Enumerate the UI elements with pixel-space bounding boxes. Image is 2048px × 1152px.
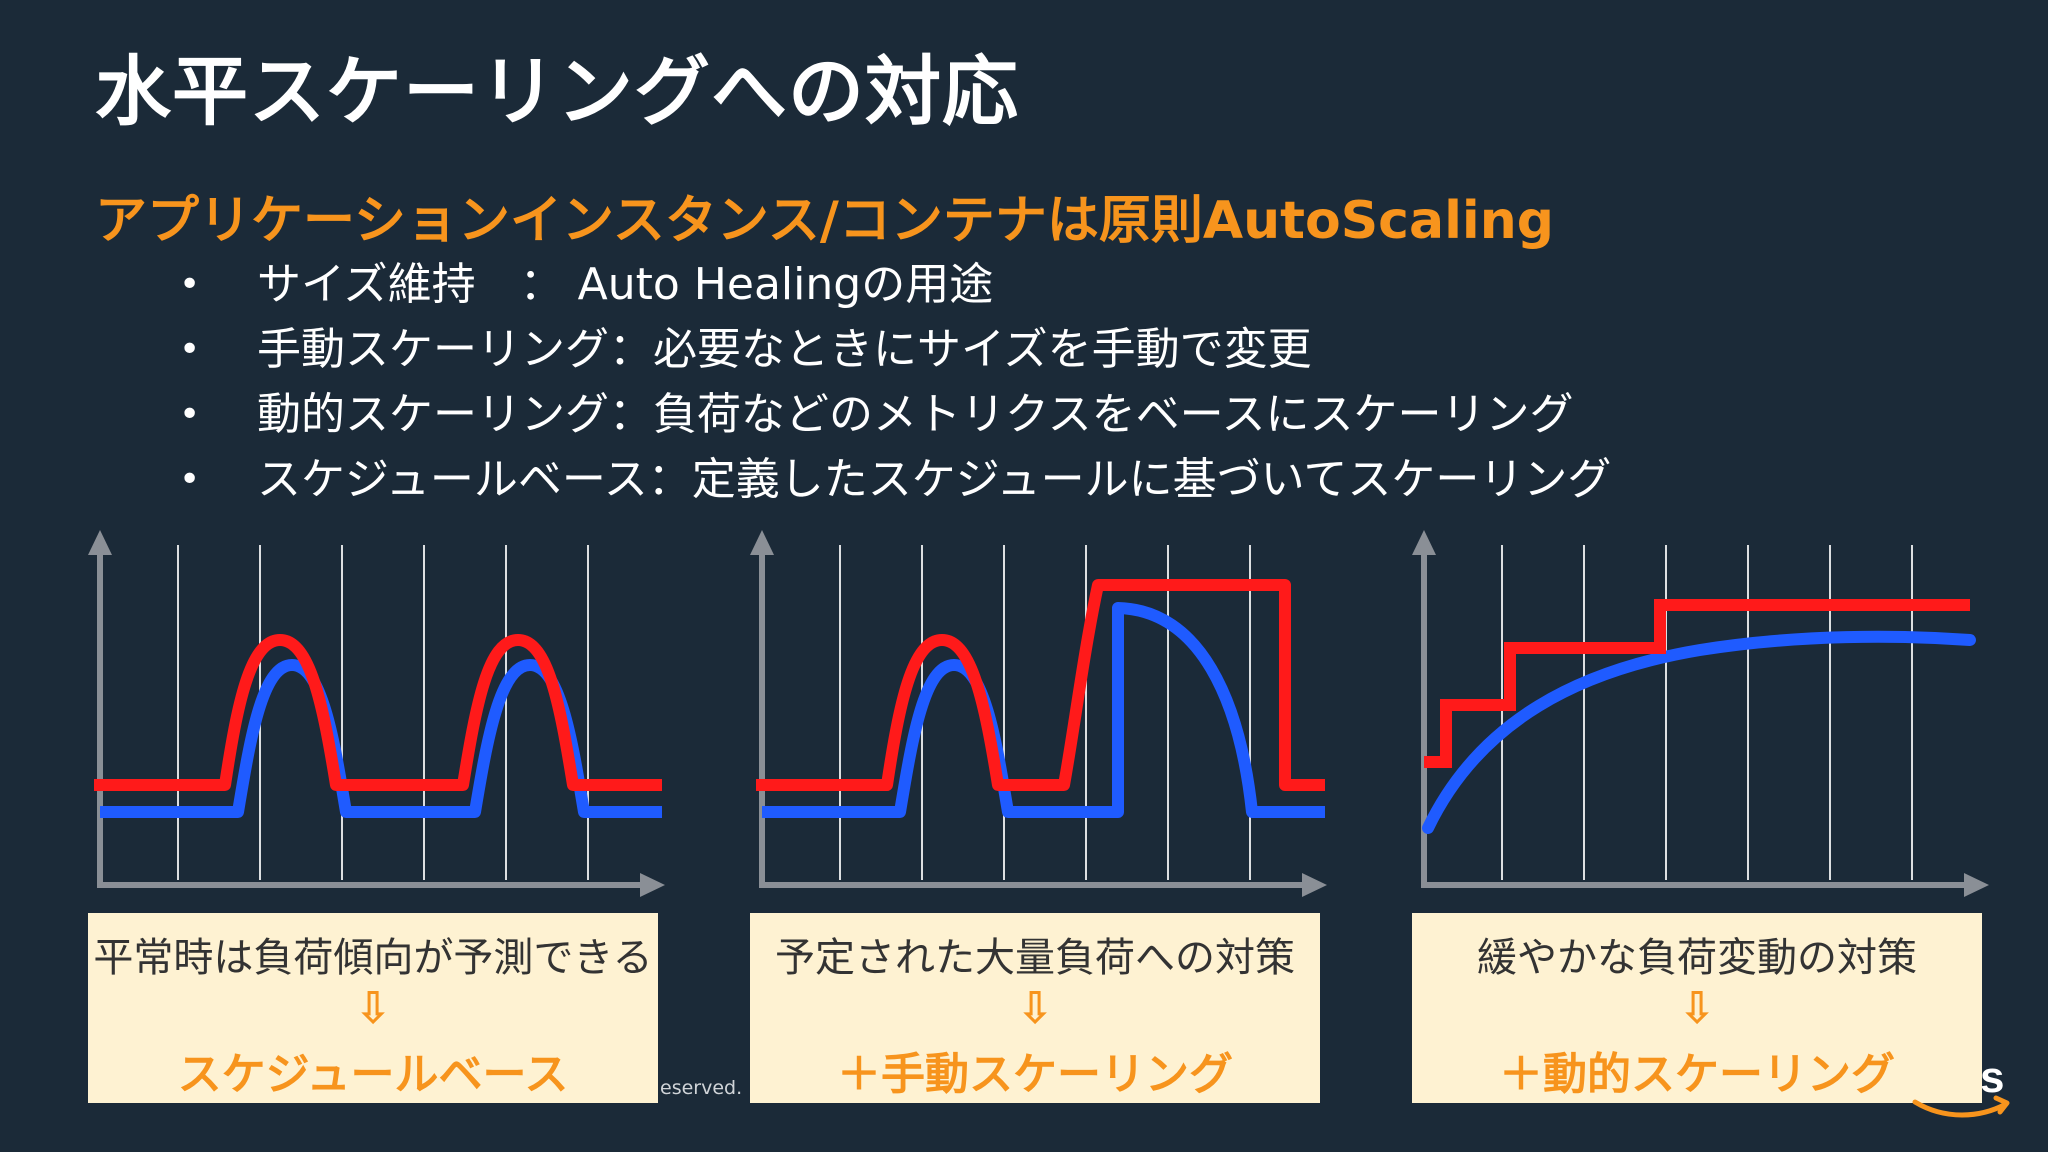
- bullet-text: スケジュールベース：定義したスケジュールに基づいてスケーリング: [257, 454, 1612, 505]
- slide-subtitle: アプリケーションインスタンス/コンテナは原則AutoScaling: [95, 191, 1554, 251]
- bullet-item: • 動的スケーリング：負荷などのメトリクスをベースにスケーリング: [175, 382, 1611, 447]
- bullet-dot: •: [179, 329, 201, 370]
- panel-box-dynamic: 緩やかな負荷変動の対策 ⇩ ＋動的スケーリング: [1412, 913, 1982, 1103]
- diagram-schedule-based: [88, 530, 665, 897]
- axis-arrow-x: [1964, 873, 1989, 897]
- capacity-line: [94, 634, 662, 791]
- load-line: [1422, 630, 1976, 834]
- axis-arrow-x: [1302, 873, 1327, 897]
- capacity-line: [756, 579, 1325, 791]
- down-arrow-icon: ⇩: [1016, 983, 1054, 1034]
- panel-result: スケジュールベース: [177, 1049, 569, 1100]
- diagram-manual-scaling: [750, 530, 1327, 897]
- aws-logo-icon: s: [1912, 1053, 2010, 1118]
- down-arrow-icon: ⇩: [1678, 983, 1716, 1034]
- axes: [1421, 540, 1974, 888]
- axis-arrow-x: [640, 873, 665, 897]
- panel-box-schedule: 平常時は負荷傾向が予測できる ⇩ スケジュールベース: [88, 913, 658, 1103]
- capacity-line: [1424, 599, 1970, 768]
- axis-arrow-y: [1412, 530, 1436, 555]
- panel-box-manual: 予定された大量負荷への対策 ⇩ ＋手動スケーリング: [750, 913, 1320, 1103]
- grid-lines: [1501, 545, 1913, 880]
- bullet-text: サイズ維持 ： Auto Healingの用途: [257, 259, 994, 310]
- axes: [97, 540, 650, 888]
- bullet-list: • サイズ維持 ： Auto Healingの用途 • 手動スケーリング：必要なとき…: [175, 252, 1611, 512]
- axis-arrow-y: [750, 530, 774, 555]
- bullet-dot: •: [179, 394, 201, 435]
- panel-caption: 予定された大量負荷への対策: [775, 935, 1295, 981]
- bullet-item: • サイズ維持 ： Auto Healingの用途: [175, 252, 1611, 317]
- axes: [759, 540, 1312, 888]
- bullet-text: 動的スケーリング：負荷などのメトリクスをベースにスケーリング: [257, 389, 1574, 440]
- axis-arrow-y: [88, 530, 112, 555]
- diagram-dynamic-scaling: [1412, 530, 1989, 897]
- bullet-item: • スケジュールベース：定義したスケジュールに基づいてスケーリング: [175, 447, 1611, 512]
- down-arrow-icon: ⇩: [354, 983, 392, 1034]
- slide-title: 水平スケーリングへの対応: [95, 47, 1019, 136]
- bullet-item: • 手動スケーリング：必要なときにサイズを手動で変更: [175, 317, 1611, 382]
- svg-text:s: s: [1980, 1053, 2004, 1102]
- panel-caption: 緩やかな負荷変動の対策: [1477, 935, 1917, 981]
- bullet-text: 手動スケーリング：必要なときにサイズを手動で変更: [257, 324, 1312, 375]
- panel-result: ＋動的スケーリング: [1499, 1049, 1895, 1100]
- copyright-fragment: eserved.: [660, 1077, 743, 1099]
- bullet-dot: •: [179, 264, 201, 305]
- panel-result: ＋手動スケーリング: [837, 1049, 1233, 1100]
- bullet-dot: •: [179, 459, 201, 500]
- panel-caption: 平常時は負荷傾向が予測できる: [93, 935, 653, 981]
